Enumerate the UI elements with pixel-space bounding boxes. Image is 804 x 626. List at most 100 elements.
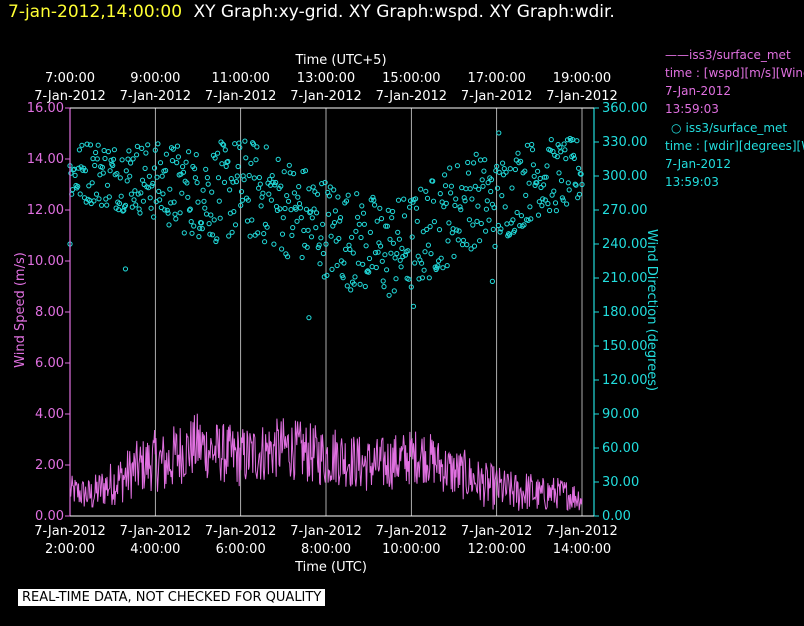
- wdir-point-9: [75, 183, 81, 189]
- legend-wdir: ○ iss3/surface_met time : [wdir][degrees]…: [665, 119, 804, 191]
- wdir-point-273: [300, 168, 306, 175]
- wdir-point-290: [314, 191, 321, 197]
- wdir-point-419: [424, 195, 431, 201]
- wdir-point-190: [229, 229, 235, 235]
- wdir-point-224: [258, 203, 264, 209]
- wdir-point-553: [539, 203, 545, 209]
- wdir-point-385: [395, 197, 402, 203]
- wdir-point-431: [435, 263, 441, 269]
- wdir-point-266: [294, 218, 300, 224]
- wdir-point-14: [79, 142, 85, 148]
- wdir-point-461: [460, 237, 466, 243]
- wdir-point-369: [382, 252, 388, 258]
- wdir-point-70: [127, 173, 133, 179]
- wdir-point-350: [366, 269, 372, 275]
- left-axis-title: Wind Speed (m/s): [13, 252, 28, 368]
- wdir-point-496: [490, 226, 496, 232]
- wdir-point-85: [139, 177, 146, 183]
- wdir-point-121: [170, 146, 176, 152]
- wdir-point-223: [257, 181, 263, 187]
- wdir-point-511: [503, 169, 509, 175]
- wdir-point-3: [70, 187, 76, 193]
- wdir-point-248: [279, 246, 285, 252]
- wdir-point-471: [469, 196, 475, 202]
- bottom-tick-date-6: 7-Jan-2012: [546, 524, 618, 539]
- bottom-tick-date-4: 7-Jan-2012: [376, 524, 448, 539]
- wdir-point-378: [390, 208, 396, 215]
- wdir-point-271: [298, 215, 304, 221]
- wdir-point-533: [522, 168, 528, 174]
- wdir-point-145: [191, 223, 197, 229]
- wdir-point-574: [557, 144, 563, 150]
- wdir-point-521: [512, 227, 518, 233]
- wdir-point-125: [174, 160, 180, 166]
- wdir-point-392: [401, 213, 408, 219]
- legend-wdir-name: iss3/surface_met: [685, 121, 788, 135]
- bottom-tick-time-1: 4:00:00: [130, 542, 180, 557]
- wdir-point-165: [208, 212, 214, 218]
- wdir-point-451: [452, 202, 458, 209]
- wdir-point-420: [425, 242, 431, 248]
- wdir-point-126: [174, 143, 181, 149]
- wdir-point-197: [235, 163, 241, 170]
- header: 7-jan-2012,14:00:00 XY Graph:xy-grid. XY…: [8, 2, 615, 22]
- wdir-point-336: [354, 191, 360, 197]
- wdir-point-191: [230, 179, 236, 185]
- wdir-point-174: [215, 175, 222, 181]
- top-tick-time-3: 13:00:00: [297, 71, 355, 86]
- wdir-point-507: [500, 160, 506, 166]
- wdir-point-170: [212, 155, 218, 161]
- right-tick-label-0: 0.00: [602, 509, 631, 524]
- wdir-point-483: [479, 177, 485, 183]
- wdir-point-323: [343, 246, 349, 252]
- right-tick-label-1: 30.00: [602, 475, 639, 490]
- wdir-point-195: [233, 179, 239, 185]
- wdir-point-115: [165, 210, 171, 216]
- wdir-point-436: [439, 199, 445, 205]
- wdir-point-99: [151, 165, 158, 171]
- wdir-point-389: [399, 245, 405, 251]
- wdir-point-309: [331, 187, 337, 193]
- top-tick-date-2: 7-Jan-2012: [205, 89, 277, 104]
- wdir-point-551: [537, 175, 543, 182]
- wdir-point-132: [180, 164, 186, 170]
- wdir-point-498: [492, 243, 498, 249]
- wdir-point-324: [343, 198, 350, 204]
- wdir-point-543: [530, 162, 537, 168]
- wdir-point-129: [177, 210, 183, 216]
- wdir-point-226: [260, 190, 266, 196]
- wdir-point-459: [459, 185, 465, 191]
- wdir-point-112: [163, 167, 169, 174]
- wdir-point-71: [128, 160, 134, 166]
- wdir-point-447: [448, 183, 454, 189]
- wdir-point-529: [518, 213, 525, 219]
- wdir-point-27: [90, 156, 96, 162]
- wdir-point-59: [117, 175, 123, 181]
- wdir-point-361: [375, 249, 381, 255]
- wdir-point-435: [438, 255, 444, 261]
- wdir-point-169: [211, 217, 217, 223]
- wdir-point-360: [374, 218, 380, 224]
- wdir-point-440: [442, 183, 449, 189]
- wdir-point-164: [207, 231, 213, 237]
- wdir-point-167: [209, 232, 216, 238]
- wdir-point-83: [138, 190, 144, 196]
- wdir-point-556: [541, 174, 548, 180]
- wdir-point-416: [422, 249, 428, 255]
- bottom-axis-title: Time (UTC): [294, 560, 367, 575]
- wdir-point-278: [304, 244, 310, 250]
- wdir-point-357: [372, 202, 378, 208]
- wdir-point-413: [419, 275, 425, 281]
- wdir-point-405: [413, 196, 419, 202]
- wdir-point-118: [168, 200, 174, 206]
- wdir-point-548: [535, 168, 541, 174]
- wdir-point-261: [290, 225, 296, 231]
- wdir-point-365: [378, 216, 385, 222]
- wdir-point-45: [105, 149, 112, 155]
- wind-speed-line: [69, 413, 583, 511]
- wdir-point-516: [507, 166, 513, 172]
- wdir-point-79: [134, 143, 140, 149]
- wdir-point-383: [394, 251, 400, 257]
- wdir-point-44: [104, 182, 111, 188]
- right-tick-label-5: 150.00: [602, 339, 648, 354]
